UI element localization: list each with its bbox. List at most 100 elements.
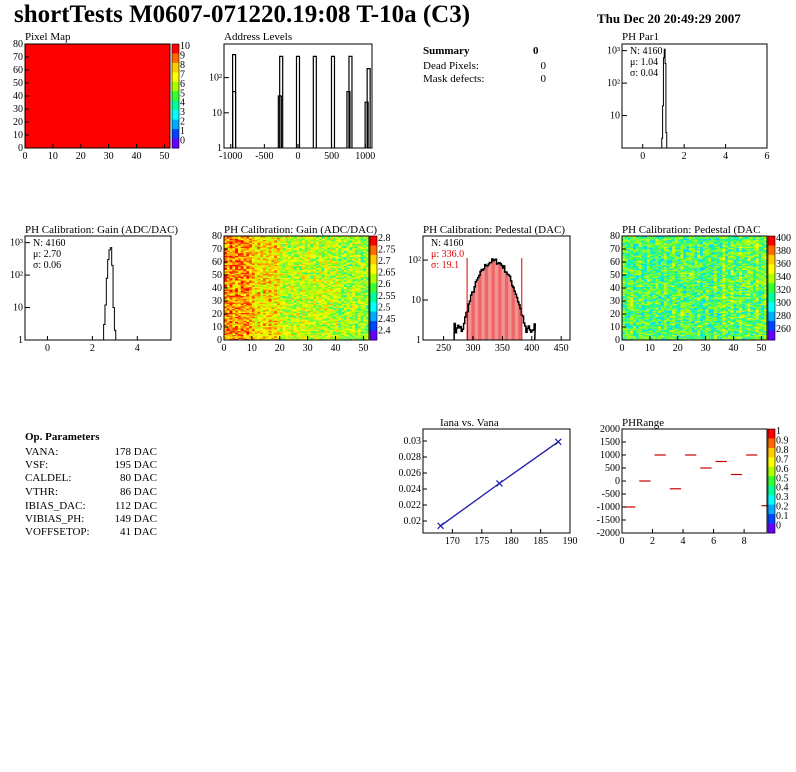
- ph-gain-map-cell: [338, 312, 342, 315]
- ph-gain-map-cell: [310, 323, 314, 325]
- ph-gain-map-cell: [290, 330, 295, 333]
- ph-gain-map-cell: [299, 269, 303, 272]
- ph-gain-map-cell: [324, 295, 328, 298]
- ph-pedestal-map-cell: [627, 327, 631, 329]
- ph-gain-map-cell: [260, 314, 264, 316]
- ph-gain-map-cell: [290, 304, 295, 307]
- ph-pedestal-map-cell: [627, 315, 631, 317]
- ph-gain-map-cell: [229, 250, 233, 252]
- ph-gain-map-cell: [282, 295, 286, 298]
- ph-gain-map-cell: [338, 282, 342, 285]
- ph-gain-map-cell: [304, 293, 308, 295]
- ph-gain-map-cell: [285, 324, 289, 326]
- ph-gain-map-cell: [226, 280, 230, 282]
- ph-gain-map-cell: [282, 246, 286, 248]
- ph-gain-map-cell: [274, 255, 278, 258]
- ph-gain-map-cell: [352, 319, 356, 321]
- ph-gain-map-cell: [304, 325, 308, 328]
- ph-gain-map-cell: [243, 272, 247, 274]
- ph-gain-map-cell: [254, 247, 258, 250]
- ph-gain-map-cell: [304, 262, 308, 264]
- ph-gain-map-cell: [274, 289, 278, 291]
- ph-pedestal-map-cell: [638, 262, 642, 264]
- ph-gain-map-cell: [260, 337, 264, 339]
- ph-gain-map-cell: [251, 281, 255, 284]
- ph-gain-map-cell: [265, 286, 269, 289]
- ph-gain-map-cell: [290, 299, 295, 302]
- ph-gain-map-cell: [352, 280, 356, 282]
- pixel-map-palette-label: 10: [180, 41, 190, 52]
- ph-gain-map-cell: [307, 268, 311, 271]
- ph-gain-map-cell: [341, 262, 345, 264]
- ph-gain-map-cell: [257, 299, 261, 302]
- ph-gain-map-cell: [265, 247, 269, 250]
- ph-gain-map-cell: [302, 291, 306, 294]
- ph-gain-map-cell: [271, 249, 275, 251]
- ph-gain-map-cell: [274, 281, 278, 284]
- ph-pedestal-map-cell: [627, 268, 631, 271]
- ph-gain-hist-xtick-label: 4: [135, 343, 140, 354]
- ph-gain-map-cell: [251, 259, 255, 261]
- ph-gain-map-cell: [265, 254, 269, 256]
- ph-gain-map-cell: [302, 325, 306, 328]
- ph-gain-map-cell: [249, 260, 253, 263]
- ph-gain-map-cell: [260, 286, 264, 289]
- ph-gain-map-cell: [268, 310, 272, 312]
- ph-gain-map-cell: [313, 271, 317, 273]
- ph-gain-map-cell: [263, 295, 267, 298]
- pixel-map-title: Pixel Map: [25, 31, 71, 43]
- ph-gain-map-cell: [343, 319, 347, 321]
- ph-gain-map-cell: [338, 268, 342, 271]
- ph-gain-map-palette-swatch: [370, 302, 377, 313]
- ph-gain-map-cell: [327, 251, 331, 254]
- ph-pedestal-map-cell: [624, 294, 628, 297]
- ph-pedestal-map-cell: [635, 271, 640, 273]
- ph-gain-map-cell: [363, 251, 367, 254]
- ph-gain-map-cell: [321, 264, 325, 267]
- ph-gain-map-cell: [265, 294, 269, 297]
- ph-gain-map-cell: [237, 308, 242, 311]
- ph-gain-map-cell: [265, 242, 269, 245]
- ph-gain-map-cell: [299, 333, 303, 336]
- ph-gain-map-cell: [282, 320, 286, 323]
- ph-gain-map-cell: [321, 299, 325, 302]
- ph-pedestal-map-cell: [633, 276, 637, 278]
- ph-pedestal-map-cell: [622, 315, 626, 317]
- ph-gain-map-cell: [321, 278, 325, 281]
- ph-gain-map-cell: [285, 267, 289, 269]
- ph-pedestal-map-cell: [622, 245, 626, 247]
- ph-gain-map-cell: [304, 314, 308, 316]
- ph-gain-map-cell: [355, 315, 359, 317]
- ph-gain-map-cell: [329, 316, 334, 319]
- ph-pedestal-map-cell: [635, 332, 640, 334]
- ph-gain-map-cell: [246, 285, 250, 287]
- address-levels-xtick-label: 1000: [355, 151, 375, 162]
- ph-gain-map-cell: [232, 256, 236, 259]
- ph-gain-map-cell: [235, 277, 239, 280]
- ph-gain-map-cell: [338, 243, 342, 246]
- ph-gain-map-cell: [251, 273, 255, 276]
- ph-gain-map-cell: [329, 239, 334, 242]
- ph-gain-map-cell: [349, 246, 353, 248]
- ph-gain-map-cell: [235, 325, 239, 328]
- ph-gain-map-cell: [285, 276, 289, 278]
- ph-gain-map-cell: [316, 236, 320, 238]
- ph-pedestal-map-cell: [630, 241, 634, 243]
- ph-gain-map-cell: [313, 263, 317, 265]
- ph-gain-map-cell: [257, 336, 261, 338]
- ph-pedestal-map-cell: [630, 330, 634, 333]
- ph-gain-map-cell: [296, 242, 300, 245]
- ph-gain-map-cell: [357, 238, 361, 241]
- ph-gain-map-cell: [338, 258, 342, 260]
- ph-gain-map-cell: [235, 275, 239, 277]
- ph-gain-map-cell: [226, 337, 230, 339]
- ph-gain-map-cell: [240, 264, 244, 267]
- ph-gain-map-cell: [268, 315, 272, 317]
- ph-gain-map-cell: [313, 238, 317, 241]
- ph-gain-map-cell: [352, 272, 356, 274]
- ph-gain-map-cell: [299, 324, 303, 326]
- ph-gain-map-cell: [299, 310, 303, 312]
- ph-gain-map-cell: [296, 251, 300, 254]
- ph-gain-map-cell: [254, 289, 258, 291]
- ph-gain-map-cell: [232, 277, 236, 280]
